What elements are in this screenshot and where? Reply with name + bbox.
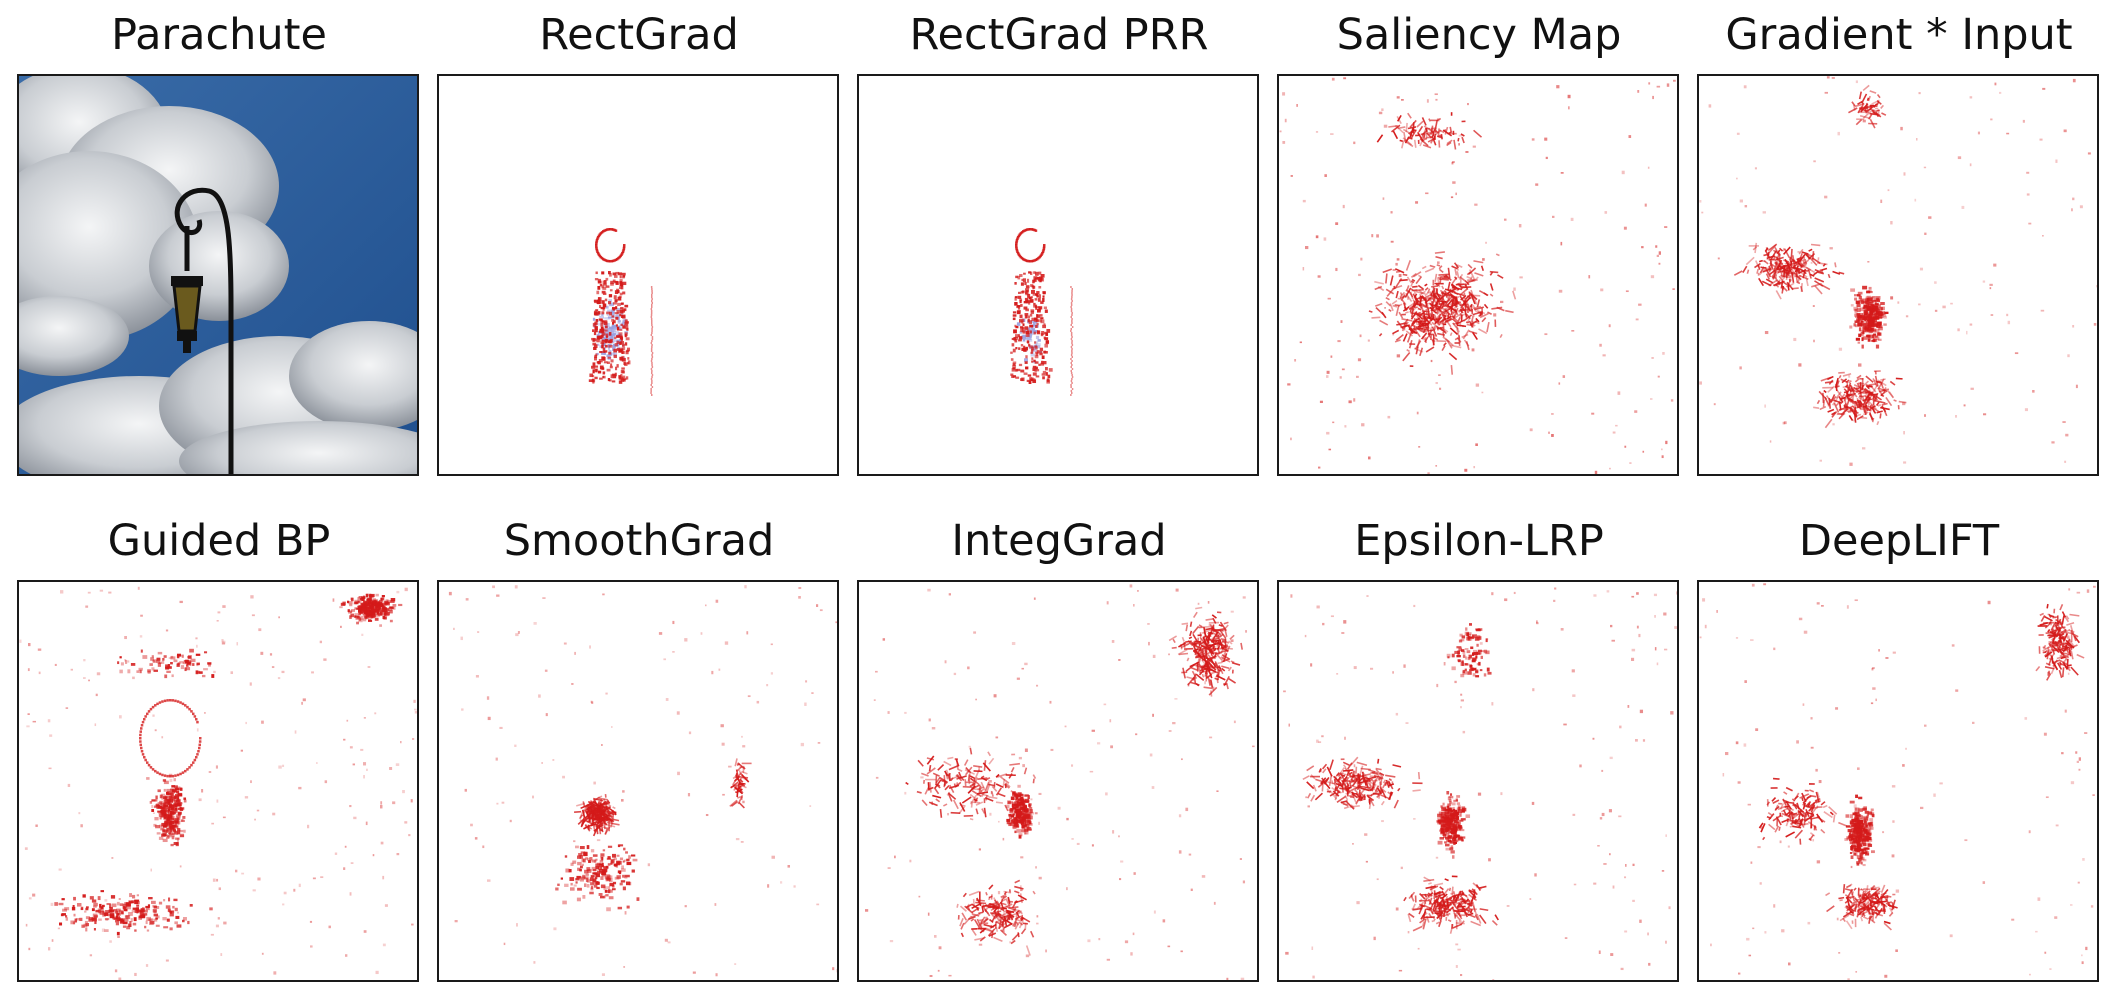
attribution-map-saliency — [1279, 77, 1676, 474]
upper-cloud — [19, 76, 289, 376]
panel-title-gradient-input: Gradient * Input — [1725, 10, 2073, 60]
lamp-post-icon — [174, 187, 234, 474]
attribution-map-guided-bp — [19, 586, 417, 980]
map-panel-rectgrad-prr — [857, 74, 1259, 476]
lower-cloud — [19, 321, 417, 474]
map-panel-rectgrad — [437, 74, 839, 476]
attribution-map-gradient-input — [1699, 76, 2097, 466]
panel-title-smoothgrad: SmoothGrad — [503, 516, 775, 566]
parachute-photo — [19, 76, 417, 474]
panel-title-integgrad: IntegGrad — [951, 516, 1167, 566]
map-panel-integgrad — [857, 580, 1259, 982]
panel-title-parachute: Parachute — [111, 10, 327, 60]
map-panel-smoothgrad — [437, 580, 839, 982]
panel-title-rectgrad-prr: RectGrad PRR — [909, 10, 1209, 60]
attribution-map-epsilon-lrp — [1283, 587, 1677, 980]
panel-title-guided-bp: Guided BP — [107, 516, 331, 566]
map-panel-gradient-input — [1697, 74, 2099, 476]
attribution-map-rectgrad — [588, 228, 654, 396]
map-panel-epsilon-lrp — [1277, 580, 1679, 982]
panel-title-deeplift: DeepLIFT — [1798, 516, 2000, 566]
panel-title-epsilon-lrp: Epsilon-LRP — [1354, 516, 1604, 566]
attribution-map-rectgrad-prr — [1010, 228, 1074, 396]
map-panel-deeplift — [1697, 580, 2099, 982]
lamp-lantern — [171, 276, 203, 353]
attribution-map-integgrad — [865, 584, 1255, 980]
panel-title-saliency-map: Saliency Map — [1336, 10, 1622, 60]
map-panel-guided-bp — [17, 580, 419, 982]
panel-title-rectgrad: RectGrad — [539, 10, 739, 60]
map-panel-saliency-map — [1277, 74, 1679, 476]
attribution-map-deeplift — [1699, 583, 2096, 980]
attribution-map-smoothgrad — [448, 585, 837, 977]
image-panel-parachute — [17, 74, 419, 476]
